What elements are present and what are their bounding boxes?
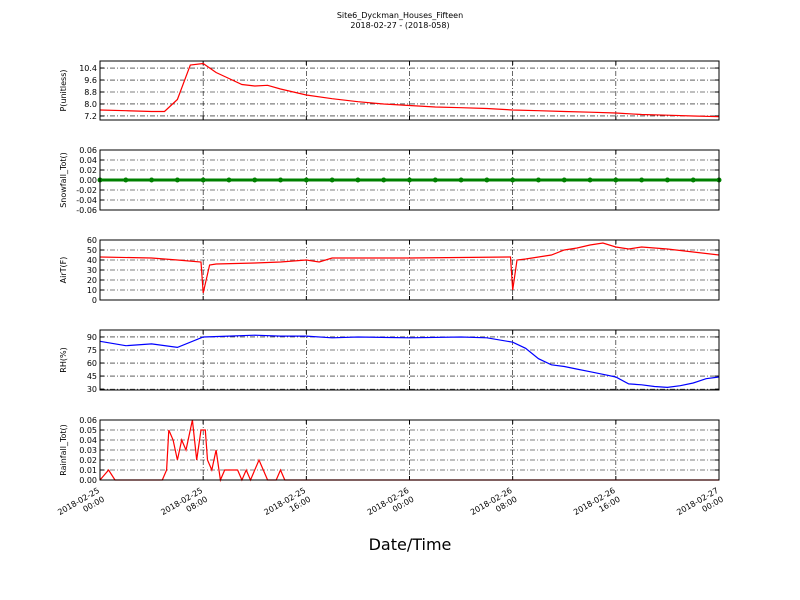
y-tick-label: 90 (87, 333, 97, 342)
series-marker (123, 177, 129, 183)
chart-subtitle: 2018-02-27 - (2018-058) (350, 21, 449, 30)
axes-frame (99, 239, 720, 301)
y-tick-label: -0.04 (76, 196, 97, 205)
y-tick-label: 0.00 (79, 476, 97, 485)
y-tick-label: 0.01 (79, 466, 97, 475)
y-tick-label: 7.2 (84, 112, 97, 121)
y-tick-label: -0.02 (76, 186, 97, 195)
y-tick-label: 10 (87, 286, 97, 295)
y-tick-label: 8.8 (84, 88, 97, 97)
y-axis-label: Rainfall_Tot() (59, 424, 68, 476)
x-axis-label: Date/Time (369, 535, 452, 554)
axes-frame (99, 149, 720, 211)
panel: 7.2 8.0 8.8 9.6 10.4 P(unitless) (59, 60, 720, 121)
series-marker (200, 177, 206, 183)
y-tick-label: 9.6 (84, 76, 97, 85)
axes-frame (99, 419, 720, 481)
y-axis-label: P(unitless) (59, 69, 68, 111)
series-line (99, 62, 720, 118)
series-line (99, 242, 720, 294)
y-tick-label: 75 (87, 346, 97, 355)
x-tick-label: 2018-02-2508:00 (159, 486, 209, 526)
x-tick-label: 2018-02-2700:00 (675, 486, 725, 526)
series-line (99, 334, 720, 389)
y-tick-label: 60 (87, 236, 97, 245)
y-tick-label: 30 (87, 385, 97, 394)
series-marker (561, 177, 567, 183)
x-tick-label: 2018-02-2616:00 (572, 486, 622, 526)
y-axis-label: RH(%) (59, 347, 68, 372)
series-marker (432, 177, 438, 183)
y-tick-label: 0.05 (79, 426, 97, 435)
y-tick-label: 10.4 (79, 64, 97, 73)
series-marker (613, 177, 619, 183)
series-marker (664, 177, 670, 183)
series-marker (278, 177, 284, 183)
y-axis-label: AirT(F) (59, 257, 68, 284)
series-marker (535, 177, 541, 183)
series-marker (355, 177, 361, 183)
x-tick-label: 2018-02-2500:00 (56, 486, 106, 526)
y-tick-label: 40 (87, 256, 97, 265)
y-tick-label: 0.00 (79, 176, 97, 185)
series-marker (381, 177, 387, 183)
series-marker (252, 177, 258, 183)
x-tick-label: 2018-02-2516:00 (263, 486, 313, 526)
chart-title: Site6_Dyckman_Houses_Fifteen (337, 11, 463, 20)
y-tick-label: 8.0 (84, 100, 97, 109)
y-tick-label: 0.03 (79, 446, 97, 455)
y-tick-label: 60 (87, 359, 97, 368)
y-tick-label: 0.06 (79, 146, 97, 155)
series-marker (174, 177, 180, 183)
y-axis-label: Snowfall_Tot() (59, 152, 68, 208)
series-marker (690, 177, 696, 183)
y-tick-label: 0.04 (79, 156, 97, 165)
series-marker (407, 177, 412, 183)
y-tick-label: 0.02 (79, 166, 97, 175)
series-marker (510, 177, 516, 183)
y-tick-label: 45 (87, 372, 97, 381)
series-marker (484, 177, 490, 183)
axes-frame (99, 60, 720, 121)
series-marker (149, 177, 155, 183)
y-tick-label: 50 (87, 246, 97, 255)
x-tick-label: 2018-02-2608:00 (469, 486, 519, 526)
series-marker (458, 177, 464, 183)
y-tick-label: 20 (87, 276, 97, 285)
x-tick-label: 2018-02-2600:00 (366, 486, 416, 526)
y-tick-label: 0.04 (79, 436, 97, 445)
y-tick-label: 30 (87, 266, 97, 275)
y-tick-label: 0.02 (79, 456, 97, 465)
axes-frame (99, 329, 720, 391)
y-tick-label: -0.06 (76, 206, 97, 215)
series-marker (639, 177, 645, 183)
series-marker (587, 177, 593, 183)
series-marker (226, 177, 232, 183)
y-tick-label: 0 (92, 296, 97, 305)
panel: 30 45 60 75 90 RH(%) (59, 329, 720, 394)
panel: 0.000.010.020.030.040.050.06 2018-02-2500… (56, 416, 725, 526)
series-line (99, 419, 719, 483)
series-marker (329, 177, 335, 183)
series-marker (303, 177, 309, 183)
y-tick-label: 0.06 (79, 416, 97, 425)
panel: -0.06-0.04-0.020.000.020.040.06 Snowfall_… (59, 146, 722, 215)
